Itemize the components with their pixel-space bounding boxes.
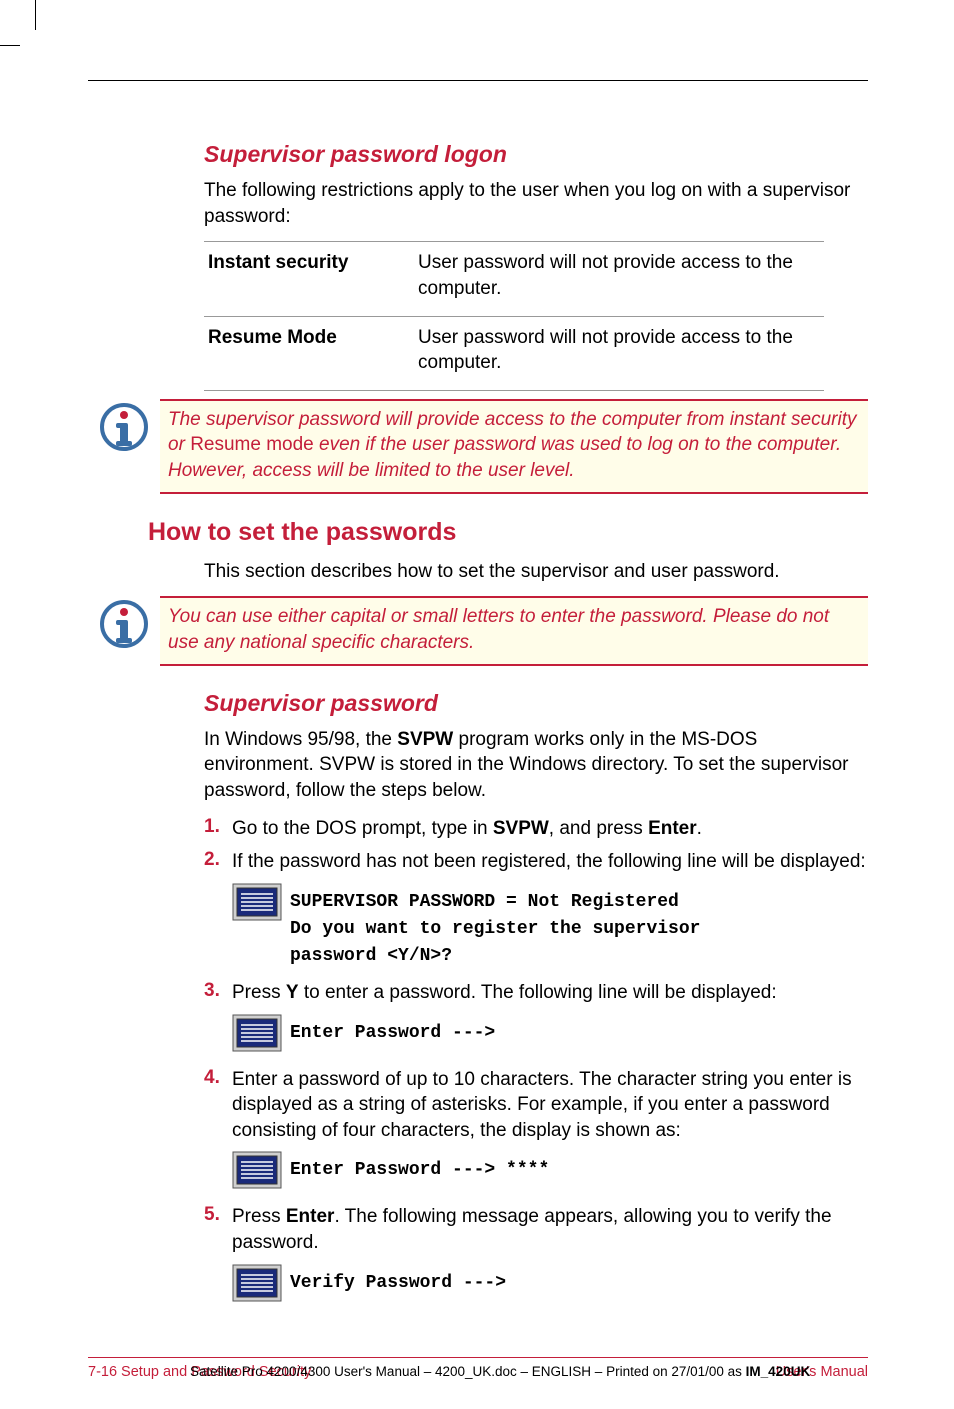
monitor-icon <box>232 1014 282 1052</box>
heading-supervisor-logon: Supervisor password logon <box>204 141 868 168</box>
screen-line: password <Y/N>? <box>290 943 700 970</box>
note-box: You can use either capital or small lett… <box>88 596 868 665</box>
screen-output: Enter Password ---> <box>232 1014 868 1057</box>
text-part: , and press <box>549 818 648 839</box>
intro-logon: The following restrictions apply to the … <box>204 178 868 229</box>
list-item: 5. Press Enter. The following message ap… <box>204 1204 868 1255</box>
step-number: 4. <box>204 1067 232 1144</box>
screen-output: Verify Password ---> <box>232 1264 868 1307</box>
note-text: You can use either capital or small lett… <box>168 606 829 653</box>
table-desc: User password will not provide access to… <box>414 242 824 316</box>
text-bold: Enter <box>286 1206 335 1227</box>
text-part: to enter a password. The following line … <box>299 982 777 1003</box>
intro-how-to-set: This section describes how to set the su… <box>204 559 868 585</box>
table-label: Instant security <box>204 242 414 316</box>
screen-output: Enter Password ---> **** <box>232 1151 868 1194</box>
list-item: 2. If the password has not been register… <box>204 849 868 875</box>
screen-line: Enter Password ---> <box>290 1014 495 1047</box>
step-number: 2. <box>204 849 232 875</box>
intro-svpw: In Windows 95/98, the SVPW program works… <box>204 727 868 804</box>
screen-line: Verify Password ---> <box>290 1264 506 1297</box>
restrictions-table: Instant security User password will not … <box>204 241 824 391</box>
heading-how-to-set: How to set the passwords <box>148 518 868 547</box>
text-bold: SVPW <box>397 729 453 750</box>
monitor-icon <box>232 1264 282 1302</box>
top-rule <box>88 80 868 81</box>
screen-output: SUPERVISOR PASSWORD = Not Registered Do … <box>232 883 868 970</box>
text-part: Press <box>232 1206 286 1227</box>
meta-bold: IM_420UK <box>746 1364 811 1379</box>
table-label: Resume Mode <box>204 316 414 390</box>
steps-list: 5. Press Enter. The following message ap… <box>204 1204 868 1255</box>
text-bold: SVPW <box>493 818 549 839</box>
screen-line: Enter Password ---> **** <box>290 1151 549 1184</box>
steps-list: 4. Enter a password of up to 10 characte… <box>204 1067 868 1144</box>
steps-list: 3. Press Y to enter a password. The foll… <box>204 980 868 1006</box>
monitor-icon <box>232 1151 282 1189</box>
text-part: . <box>697 818 702 839</box>
note-text: The supervisor password will provide acc… <box>168 409 857 481</box>
text-part: Enter a password of up to 10 characters.… <box>232 1067 868 1144</box>
text-part: Go to the DOS prompt, type in <box>232 818 493 839</box>
step-number: 3. <box>204 980 232 1006</box>
steps-list: 1. Go to the DOS prompt, type in SVPW, a… <box>204 816 868 875</box>
text-bold: Enter <box>648 818 697 839</box>
text-part: Press <box>232 982 286 1003</box>
note-box: The supervisor password will provide acc… <box>88 399 868 494</box>
text-bold: Y <box>286 982 299 1003</box>
info-icon <box>100 403 148 451</box>
bottom-meta: Satellite Pro 4200/4300 User's Manual – … <box>190 1364 810 1379</box>
step-number: 1. <box>204 816 232 842</box>
step-number: 5. <box>204 1204 232 1255</box>
text-part: In Windows 95/98, the <box>204 729 397 750</box>
meta-text: Satellite Pro 4200/4300 User's Manual – … <box>190 1364 746 1379</box>
screen-line: Do you want to register the supervisor <box>290 916 700 943</box>
list-item: 1. Go to the DOS prompt, type in SVPW, a… <box>204 816 868 842</box>
list-item: 3. Press Y to enter a password. The foll… <box>204 980 868 1006</box>
monitor-icon <box>232 883 282 921</box>
table-row: Resume Mode User password will not provi… <box>204 316 824 390</box>
list-item: 4. Enter a password of up to 10 characte… <box>204 1067 868 1144</box>
table-desc: User password will not provide access to… <box>414 316 824 390</box>
screen-line: SUPERVISOR PASSWORD = Not Registered <box>290 889 700 916</box>
note-text-part: Resume mode <box>190 434 314 455</box>
text-part: If the password has not been registered,… <box>232 849 866 875</box>
info-icon <box>100 600 148 648</box>
heading-supervisor-password: Supervisor password <box>204 690 868 717</box>
table-row: Instant security User password will not … <box>204 242 824 316</box>
